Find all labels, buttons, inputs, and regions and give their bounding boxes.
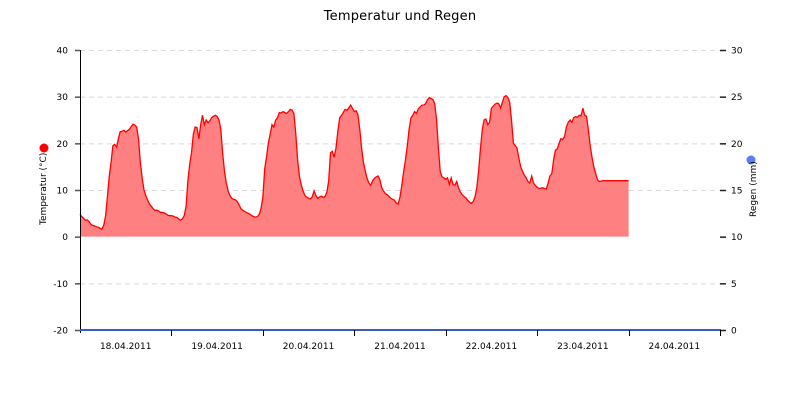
x-tick-label: 22.04.2011 <box>466 342 518 352</box>
x-tick-label: 21.04.2011 <box>374 342 426 352</box>
x-tick-label: 18.04.2011 <box>100 342 152 352</box>
x-tick-label: 24.04.2011 <box>649 342 701 352</box>
right-tick-label: 0 <box>731 327 737 337</box>
x-tick-label: 19.04.2011 <box>191 342 243 352</box>
left-axis-legend: Temperatur (°C) <box>39 143 49 226</box>
left-tick-label: 10 <box>57 187 69 197</box>
left-tick-label: 0 <box>62 233 68 243</box>
temperature-line <box>79 94 629 231</box>
x-axis-ticks: 18.04.2011 19.04.2011 20.04.2011 21.04.2011… <box>100 330 721 352</box>
right-tick-label: 25 <box>731 93 742 103</box>
left-tick-label: 20 <box>57 140 69 150</box>
chart-title: Temperatur und Regen <box>323 9 477 24</box>
right-y-axis-ticks: 30 25 20 15 10 5 0 <box>720 47 743 337</box>
right-axis-label: Regen (mm) <box>749 161 759 217</box>
gridlines <box>80 50 720 285</box>
right-tick-label: 30 <box>731 47 743 57</box>
right-tick-label: 15 <box>731 187 742 197</box>
temperature-legend-marker-icon <box>39 143 49 153</box>
left-tick-label: 30 <box>57 93 69 103</box>
temperature-area-fill <box>80 95 629 237</box>
right-tick-label: 10 <box>731 233 743 243</box>
left-axis-label: Temperatur (°C) <box>39 153 49 226</box>
right-tick-label: 5 <box>731 280 737 290</box>
x-tick-label: 20.04.2011 <box>283 342 335 352</box>
left-tick-label: -10 <box>53 280 68 290</box>
right-tick-label: 20 <box>731 140 743 150</box>
left-y-axis-ticks: 40 30 20 10 0 -10 -20 <box>53 47 80 337</box>
rain-legend-marker-icon <box>746 155 756 165</box>
axes <box>80 50 721 333</box>
left-tick-label: -20 <box>53 327 68 337</box>
temperature-area-series <box>79 94 629 237</box>
x-tick-label: 23.04.2011 <box>557 342 609 352</box>
right-axis-legend: Regen (mm) <box>746 155 759 217</box>
left-tick-label: 40 <box>57 47 69 57</box>
